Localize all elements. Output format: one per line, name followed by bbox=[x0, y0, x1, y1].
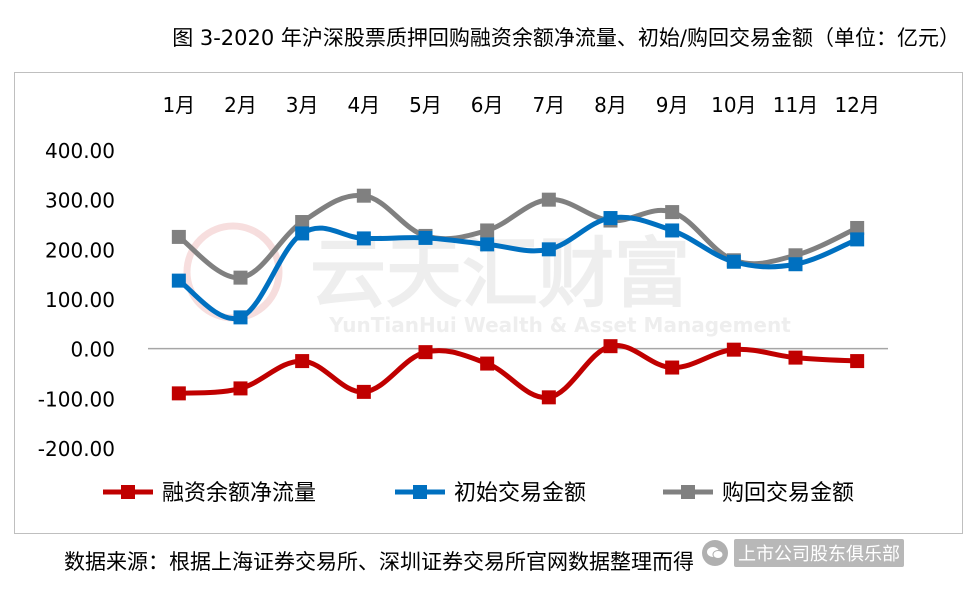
legend-marker bbox=[681, 485, 695, 499]
wechat-account-name: 上市公司股东俱乐部 bbox=[734, 539, 904, 567]
legend-label: 初始交易金额 bbox=[454, 481, 586, 506]
legend-item-1: 初始交易金额 bbox=[395, 481, 586, 506]
y-tick-label: -100.00 bbox=[38, 387, 115, 411]
data-point-marker bbox=[295, 226, 310, 241]
data-point-marker bbox=[480, 356, 495, 371]
series-1 bbox=[171, 211, 865, 325]
data-point-marker bbox=[665, 360, 680, 375]
data-point-marker bbox=[356, 384, 371, 399]
data-point-marker bbox=[171, 386, 186, 401]
legend-marker bbox=[121, 485, 135, 499]
x-tick-label: 7月 bbox=[532, 93, 565, 117]
data-point-marker bbox=[233, 310, 248, 325]
watermark-logo-icon bbox=[183, 222, 283, 322]
x-tick-label: 9月 bbox=[656, 93, 689, 117]
x-tick-label: 5月 bbox=[409, 93, 442, 117]
data-point-marker bbox=[541, 390, 556, 405]
data-point-marker bbox=[541, 242, 556, 257]
y-tick-label: 400.00 bbox=[45, 139, 115, 163]
data-point-marker bbox=[665, 205, 680, 220]
data-point-marker bbox=[418, 345, 433, 360]
data-point-marker bbox=[788, 257, 803, 272]
x-tick-label: 6月 bbox=[471, 93, 504, 117]
watermark-text-en: YunTianHui Wealth & Asset Management bbox=[328, 313, 791, 337]
data-point-marker bbox=[603, 211, 618, 226]
x-tick-label: 10月 bbox=[711, 93, 756, 117]
wechat-watermark: 上市公司股东俱乐部 bbox=[702, 538, 904, 568]
y-axis-labels: 400.00 300.00 200.00 100.00 0.00 -100.00 -200.… bbox=[38, 139, 115, 461]
data-point-marker bbox=[726, 254, 741, 269]
x-tick-label: 3月 bbox=[286, 93, 319, 117]
data-point-marker bbox=[171, 229, 186, 244]
x-tick-label: 2月 bbox=[224, 93, 257, 117]
series-0 bbox=[171, 339, 865, 405]
data-point-marker bbox=[850, 220, 865, 235]
legend-item-0: 融资余额净流量 bbox=[103, 481, 316, 506]
legend: 融资余额净流量 初始交易金额 购回交易金额 bbox=[103, 481, 854, 506]
data-point-marker bbox=[295, 215, 310, 230]
series-line bbox=[176, 342, 860, 400]
data-source-note: 数据来源：根据上海证券交易所、深圳证券交易所官网数据整理而得 bbox=[64, 550, 694, 574]
wechat-icon bbox=[702, 540, 728, 566]
data-point-marker bbox=[850, 354, 865, 369]
legend-item-2: 购回交易金额 bbox=[663, 481, 854, 506]
y-tick-label: 0.00 bbox=[70, 338, 115, 362]
page-title: 图 3-2020 年沪深股票质押回购融资余额净流量、初始/购回交易金额（单位：亿… bbox=[172, 26, 960, 50]
data-point-marker bbox=[850, 232, 865, 247]
x-tick-label: 11月 bbox=[773, 93, 818, 117]
legend-marker bbox=[413, 485, 427, 499]
x-tick-label: 8月 bbox=[594, 93, 627, 117]
y-tick-label: -200.00 bbox=[38, 437, 115, 461]
x-tick-label: 12月 bbox=[834, 93, 879, 117]
chart-frame bbox=[14, 72, 963, 534]
legend-label: 购回交易金额 bbox=[722, 481, 854, 506]
x-axis-labels: 1月 2月 3月 4月 5月 6月 7月 8月 9月 10月 11月 12月 bbox=[162, 93, 879, 117]
y-tick-label: 200.00 bbox=[45, 238, 115, 262]
data-point-marker bbox=[480, 223, 495, 238]
y-tick-label: 300.00 bbox=[45, 189, 115, 213]
legend-label: 融资余额净流量 bbox=[162, 481, 316, 506]
y-tick-label: 100.00 bbox=[45, 288, 115, 312]
data-point-marker bbox=[603, 339, 618, 354]
data-point-marker bbox=[418, 230, 433, 245]
data-point-marker bbox=[480, 237, 495, 252]
data-point-marker bbox=[788, 350, 803, 365]
data-point-marker bbox=[171, 273, 186, 288]
data-point-marker bbox=[665, 223, 680, 238]
data-point-marker bbox=[233, 381, 248, 396]
watermark: 云天汇财富 YunTianHui Wealth & Asset Manageme… bbox=[183, 222, 791, 337]
data-point-marker bbox=[356, 231, 371, 246]
data-point-marker bbox=[295, 354, 310, 369]
x-tick-label: 1月 bbox=[162, 93, 195, 117]
data-point-marker bbox=[356, 188, 371, 203]
series-group bbox=[171, 188, 865, 405]
data-point-marker bbox=[541, 192, 556, 207]
data-point-marker bbox=[726, 342, 741, 357]
x-tick-label: 4月 bbox=[347, 93, 380, 117]
data-point-marker bbox=[233, 270, 248, 285]
